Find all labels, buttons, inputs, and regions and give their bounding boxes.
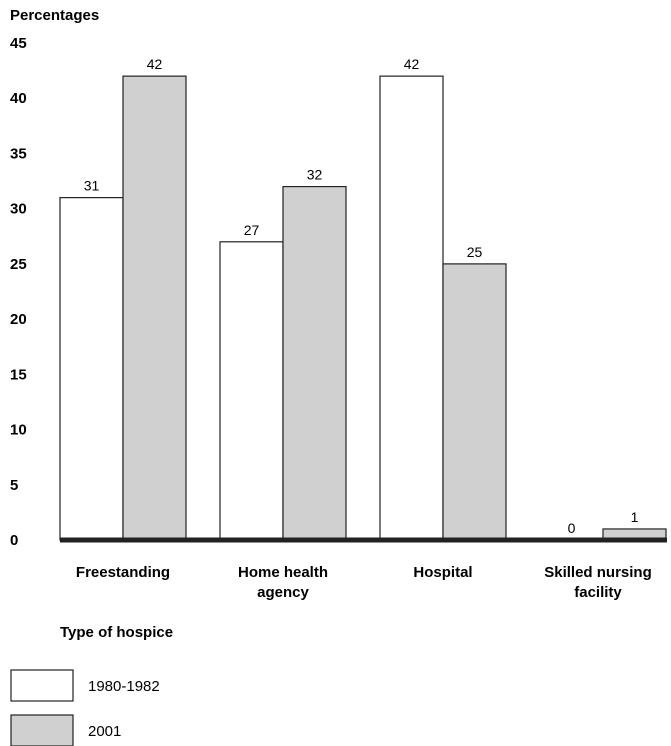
y-tick-label: 0 bbox=[10, 532, 18, 549]
y-axis-ticks: 0 5 10 15 20 25 30 35 40 45 bbox=[10, 35, 27, 549]
y-tick-label: 35 bbox=[10, 145, 27, 162]
data-label: 42 bbox=[404, 56, 420, 72]
y-tick-label: 25 bbox=[10, 256, 27, 273]
x-axis-title: Type of hospice bbox=[60, 624, 173, 641]
bar bbox=[219, 241, 284, 541]
y-tick-label: 40 bbox=[10, 90, 27, 107]
category-label: Freestanding bbox=[76, 564, 170, 581]
y-tick-label: 5 bbox=[10, 477, 18, 494]
bar bbox=[379, 75, 444, 541]
bar bbox=[442, 263, 507, 541]
data-label: 42 bbox=[147, 56, 163, 72]
category-label: Skilled nursing facility bbox=[544, 564, 652, 601]
bar bbox=[282, 185, 347, 541]
data-label: 31 bbox=[84, 178, 100, 194]
y-tick-label: 10 bbox=[10, 422, 27, 439]
legend-swatch bbox=[10, 669, 74, 702]
legend-label: 2001 bbox=[88, 723, 121, 740]
bar bbox=[122, 75, 187, 541]
data-label: 32 bbox=[307, 167, 323, 183]
data-label: 27 bbox=[244, 222, 260, 238]
category-labels: Freestanding Home health agency Hospital Ski… bbox=[76, 564, 652, 601]
bar bbox=[59, 197, 124, 541]
y-tick-label: 45 bbox=[10, 35, 27, 52]
category-label: Hospital bbox=[413, 564, 472, 581]
data-label: 0 bbox=[568, 520, 576, 536]
y-axis-title: Percentages bbox=[10, 7, 99, 24]
y-tick-label: 20 bbox=[10, 311, 27, 328]
category-label: Home health agency bbox=[238, 564, 328, 601]
data-label: 1 bbox=[631, 509, 639, 525]
legend-swatch bbox=[10, 714, 74, 746]
data-label: 25 bbox=[467, 244, 483, 260]
bars: 31 27 42 0 42 32 25 1 bbox=[59, 56, 667, 541]
legend: 1980-1982 2001 bbox=[10, 669, 160, 746]
legend-label: 1980-1982 bbox=[88, 678, 160, 695]
y-tick-label: 30 bbox=[10, 201, 27, 218]
y-tick-label: 15 bbox=[10, 366, 27, 383]
